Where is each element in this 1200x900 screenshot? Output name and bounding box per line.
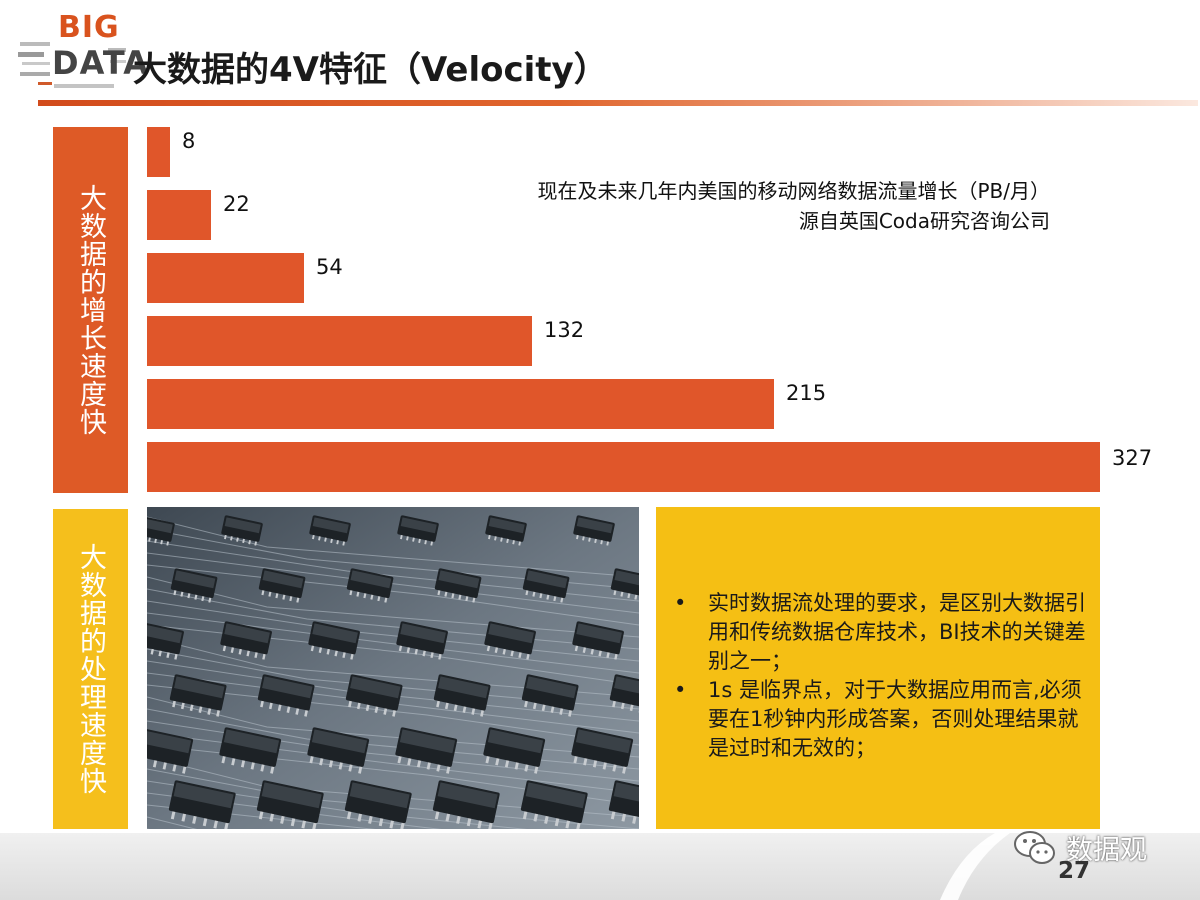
bar-3 <box>147 316 532 366</box>
page-number: 27 <box>1058 858 1091 884</box>
notes-list: 实时数据流处理的要求，是区别大数据引用和传统数据仓库技术，BI技术的关键差别之一… <box>668 589 1088 763</box>
bar-value-label-1: 22 <box>223 192 250 216</box>
word-cloud-icon <box>18 42 126 88</box>
bar-value-label-0: 8 <box>182 129 196 153</box>
bar-4 <box>147 379 774 429</box>
slide-title: 大数据的4V特征（Velocity） <box>133 50 608 90</box>
note-item-realtime: 实时数据流处理的要求，是区别大数据引用和传统数据仓库技术，BI技术的关键差别之一… <box>668 589 1088 676</box>
title-underline <box>38 100 1198 106</box>
bar-0 <box>147 127 170 177</box>
chart-caption-line2: 源自英国Coda研究咨询公司 <box>798 209 1050 233</box>
circuit-board-image <box>147 507 639 829</box>
chart-caption: 现在及未来几年内美国的移动网络数据流量增长（PB/月） 源自英国Coda研究咨询… <box>400 176 1050 236</box>
side-label-processing-text: 大数据的处理速度快 <box>75 543 106 795</box>
bar-value-label-3: 132 <box>544 318 585 342</box>
circuit-board-photo <box>147 507 639 829</box>
bar-5 <box>147 442 1100 492</box>
chart-caption-line1: 现在及未来几年内美国的移动网络数据流量增长（PB/月） <box>537 179 1050 203</box>
side-label-growth-text: 大数据的增长速度快 <box>75 184 106 436</box>
note-item-one-second: 1s 是临界点，对于大数据应用而言,必须要在1秒钟内形成答案，否则处理结果就是过… <box>668 676 1088 763</box>
big-data-logo: BIG DATA <box>18 10 148 96</box>
bar-value-label-4: 215 <box>786 381 827 405</box>
logo-data-text: DATA <box>52 44 149 82</box>
side-label-processing: 大数据的处理速度快 <box>53 509 128 829</box>
logo-big-text: BIG <box>58 10 120 45</box>
footer-brand: 数据观 <box>1066 835 1147 866</box>
processing-notes-box: 实时数据流处理的要求，是区别大数据引用和传统数据仓库技术，BI技术的关键差别之一… <box>656 507 1100 829</box>
footer-swoosh <box>940 833 1010 900</box>
footer-band <box>0 833 1200 900</box>
side-label-growth: 大数据的增长速度快 <box>53 127 128 493</box>
bar-2 <box>147 253 304 303</box>
bar-value-label-2: 54 <box>316 255 343 279</box>
bar-1 <box>147 190 211 240</box>
bar-value-label-5: 327 <box>1112 446 1153 470</box>
wechat-icon <box>1014 831 1055 864</box>
